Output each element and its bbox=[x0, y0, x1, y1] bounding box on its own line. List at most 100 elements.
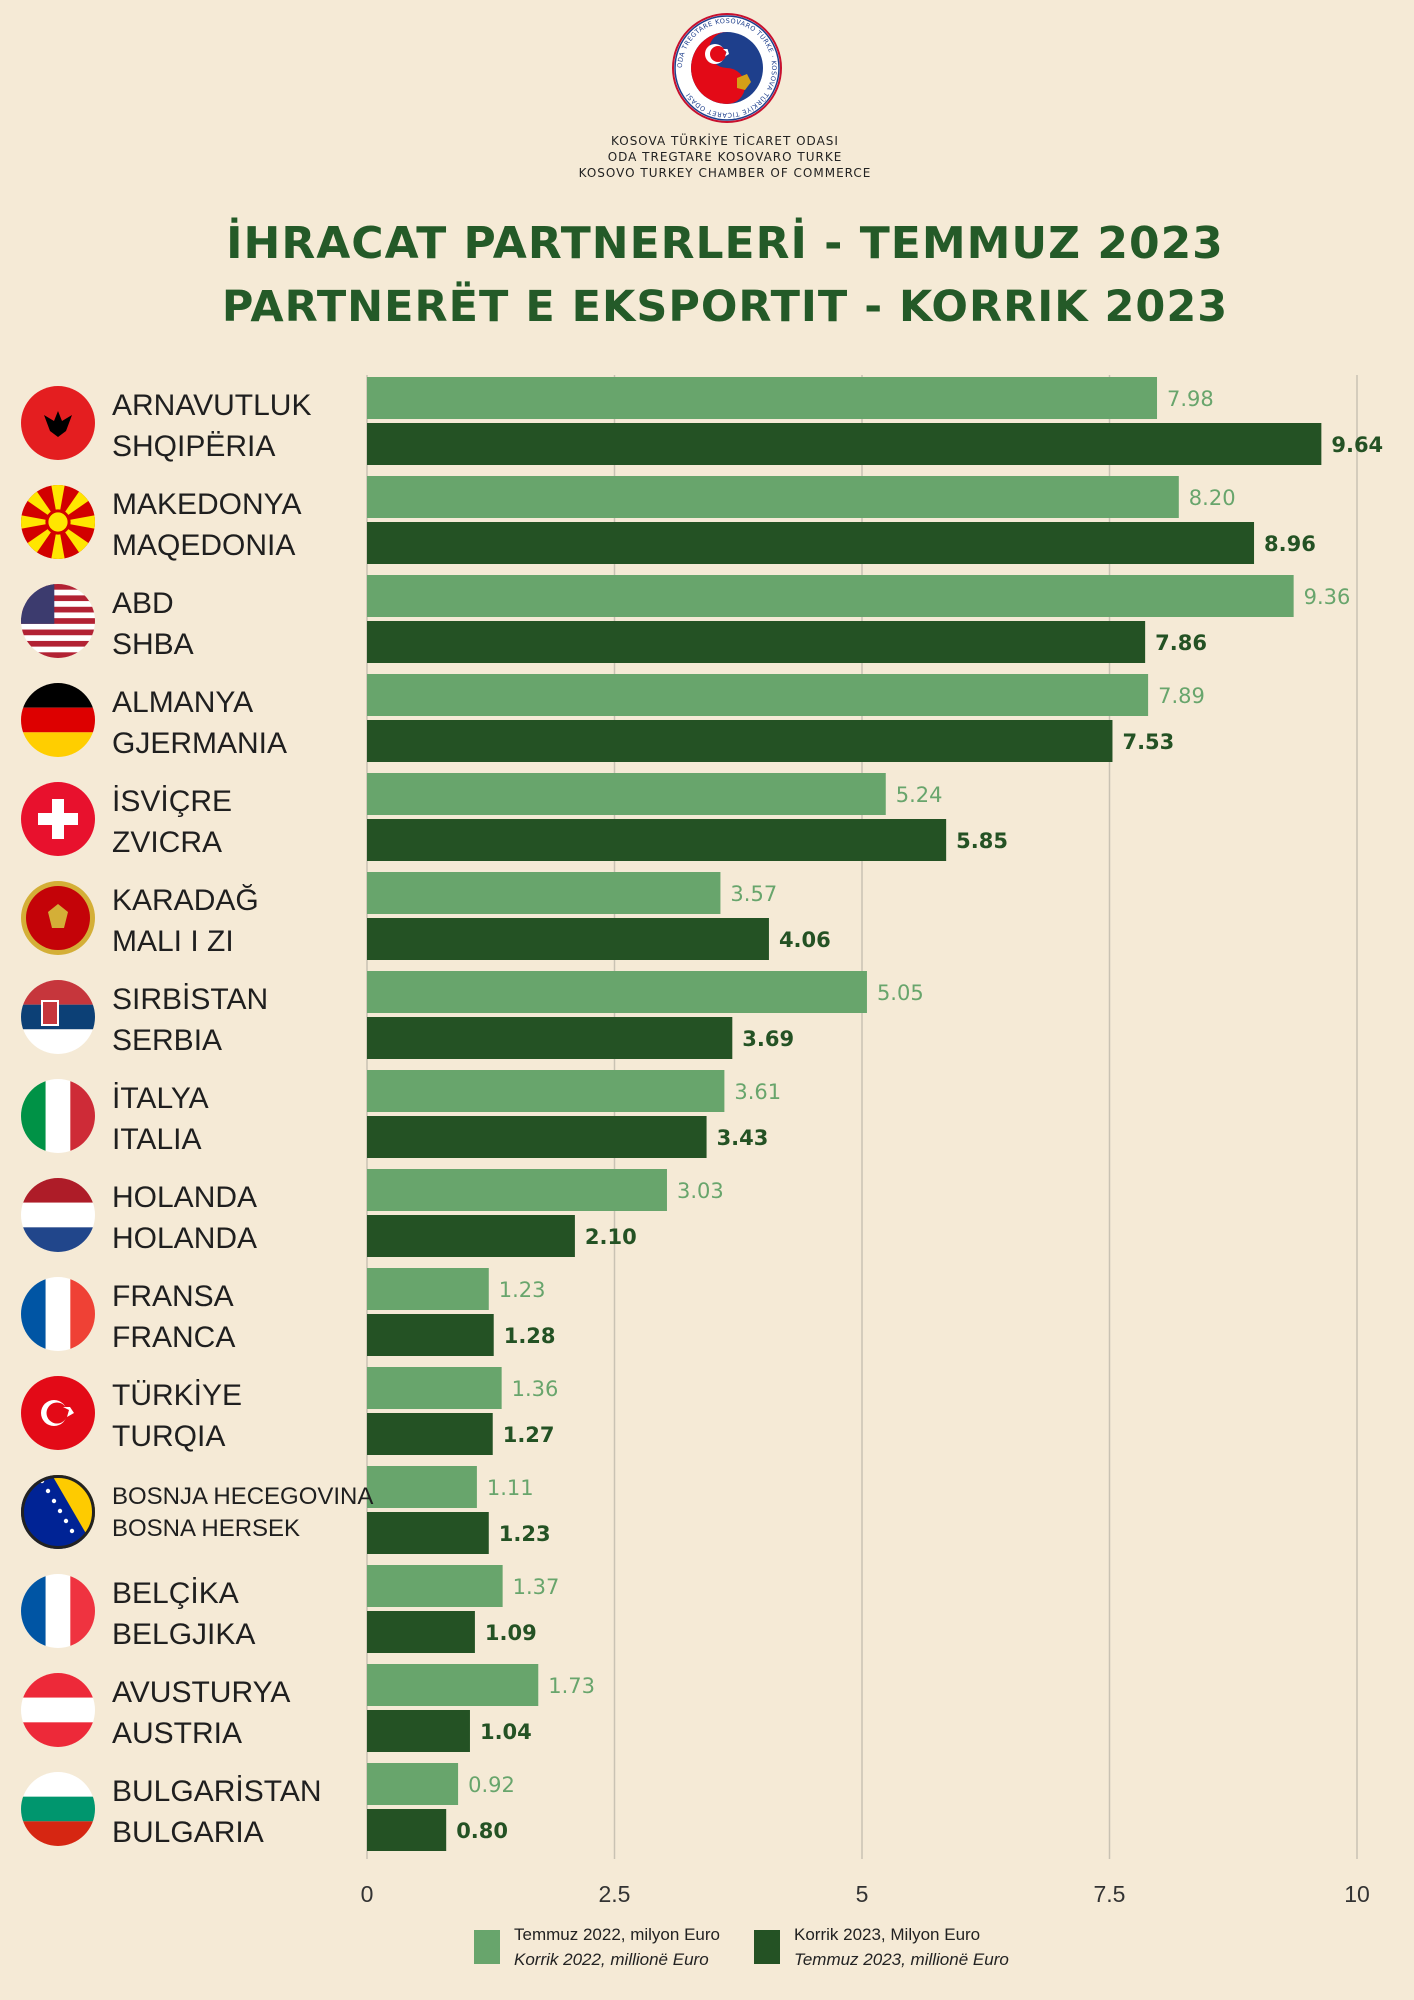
legend-swatch-2022 bbox=[474, 1930, 500, 1964]
data-label-2023: 8.96 bbox=[1264, 532, 1316, 556]
x-tick-label: 10 bbox=[1344, 1881, 1370, 1907]
bar-2023 bbox=[367, 720, 1113, 762]
bar-2022 bbox=[367, 1565, 503, 1607]
legend-swatch-2023 bbox=[754, 1930, 780, 1964]
bar-2023 bbox=[367, 1611, 475, 1653]
legend-item-2022: Temmuz 2022, milyon Euro Korrik 2022, mi… bbox=[474, 1920, 720, 1974]
country-name-sq: BOSNA HERSEK bbox=[112, 1515, 300, 1542]
bar-2023 bbox=[367, 621, 1146, 663]
country-name-tr: MAKEDONYA bbox=[112, 488, 301, 521]
org-name-en: KOSOVO TURKEY CHAMBER OF COMMERCE bbox=[578, 166, 872, 180]
country-name-tr: ALMANYA bbox=[112, 686, 253, 719]
bar-2023 bbox=[367, 522, 1255, 564]
bulgaria-flag-icon bbox=[21, 1772, 95, 1846]
data-label-2022: 3.57 bbox=[730, 882, 777, 906]
bar-2022 bbox=[367, 377, 1158, 419]
bar-2023 bbox=[367, 819, 947, 861]
country-name-tr: ABD bbox=[112, 587, 174, 620]
data-label-2022: 3.61 bbox=[734, 1080, 781, 1104]
belgium-flag-icon bbox=[21, 1574, 95, 1648]
country-labels: ARNAVUTLUK SHQIPËRIA MAKEDONYA MAQEDONIA ABD… bbox=[21, 386, 373, 1849]
data-label-2023: 5.85 bbox=[956, 829, 1008, 853]
legend-item-2023: Korrik 2023, Milyon Euro Temmuz 2023, mi… bbox=[754, 1920, 1009, 1974]
x-tick-label: 2.5 bbox=[599, 1881, 631, 1907]
bar-2022 bbox=[367, 1169, 667, 1211]
data-label-2023: 9.64 bbox=[1331, 433, 1383, 457]
data-label-2022: 0.92 bbox=[468, 1773, 515, 1797]
country-name-sq: AUSTRIA bbox=[112, 1717, 242, 1750]
country-name-tr: HOLANDA bbox=[112, 1181, 257, 1214]
albania-flag-icon bbox=[21, 386, 95, 460]
data-label-2023: 7.86 bbox=[1155, 631, 1207, 655]
bar-2022 bbox=[367, 1466, 477, 1508]
country-name-sq: ITALIA bbox=[112, 1123, 201, 1156]
germany-flag-icon bbox=[21, 683, 95, 757]
data-label-2022: 1.36 bbox=[512, 1377, 559, 1401]
data-label-2022: 7.98 bbox=[1167, 387, 1214, 411]
country-name-tr: İTALYA bbox=[112, 1082, 209, 1115]
switzerland-flag-icon bbox=[21, 782, 95, 856]
bar-2023 bbox=[367, 1809, 447, 1851]
bar-2022 bbox=[367, 872, 721, 914]
data-label-2022: 1.73 bbox=[548, 1674, 595, 1698]
country-name-sq: TURQIA bbox=[112, 1420, 225, 1453]
data-label-2022: 1.37 bbox=[513, 1575, 560, 1599]
north-macedonia-flag-icon bbox=[21, 485, 95, 559]
country-name-sq: FRANCA bbox=[112, 1321, 235, 1354]
legend-label-2022-alt: Korrik 2022, millionë Euro bbox=[514, 1950, 709, 1969]
country-name-tr: SIRBİSTAN bbox=[112, 983, 268, 1016]
netherlands-flag-icon bbox=[21, 1178, 95, 1252]
data-label-2022: 5.24 bbox=[896, 783, 943, 807]
country-name-tr: AVUSTURYA bbox=[112, 1676, 290, 1709]
country-name-sq: SHQIPËRIA bbox=[112, 430, 275, 463]
org-name-tr: KOSOVA TÜRKİYE TİCARET ODASI bbox=[611, 134, 839, 148]
data-label-2023: 3.43 bbox=[717, 1126, 769, 1150]
country-name-sq: HOLANDA bbox=[112, 1222, 257, 1255]
country-name-tr: İSVİÇRE bbox=[112, 785, 232, 818]
bar-2022 bbox=[367, 1664, 539, 1706]
country-name-sq: SERBIA bbox=[112, 1024, 222, 1057]
bar-2022 bbox=[367, 575, 1294, 617]
austria-flag-icon bbox=[21, 1673, 95, 1747]
bar-2022 bbox=[367, 476, 1179, 518]
data-label-2023: 1.27 bbox=[503, 1423, 555, 1447]
x-tick-label: 0 bbox=[361, 1881, 374, 1907]
bar-2022 bbox=[367, 1070, 725, 1112]
bar-2022 bbox=[367, 674, 1149, 716]
data-label-2023: 4.06 bbox=[779, 928, 831, 952]
country-name-tr: FRANSA bbox=[112, 1280, 234, 1313]
data-label-2023: 0.80 bbox=[456, 1819, 508, 1843]
italy-flag-icon bbox=[21, 1079, 95, 1153]
country-name-tr: BELÇİKA bbox=[112, 1577, 239, 1610]
montenegro-flag-icon bbox=[21, 881, 95, 955]
data-label-2023: 7.53 bbox=[1122, 730, 1174, 754]
serbia-flag-icon bbox=[21, 980, 95, 1054]
bosnia-flag-icon bbox=[21, 1475, 95, 1549]
chart-title-sq: PARTNERËT E EKSPORTIT - KORRIK 2023 bbox=[221, 282, 1229, 332]
legend-label-2023-alt: Temmuz 2023, millionë Euro bbox=[794, 1950, 1009, 1969]
legend-label-2023: Korrik 2023, Milyon Euro bbox=[794, 1925, 981, 1944]
country-name-tr: BULGARİSTAN bbox=[112, 1775, 322, 1808]
country-name-tr: KARADAĞ bbox=[112, 884, 259, 917]
turkey-flag-icon bbox=[21, 1376, 95, 1450]
country-name-sq: SHBA bbox=[112, 628, 194, 661]
bar-2023 bbox=[367, 918, 769, 960]
bar-2022 bbox=[367, 1367, 502, 1409]
data-label-2023: 1.04 bbox=[480, 1720, 532, 1744]
data-label-2023: 1.28 bbox=[504, 1324, 556, 1348]
chart-bars: 7.98 9.64 8.20 8.96 9.36 7.86 7.89 7.53 5.24 5.85… bbox=[367, 377, 1383, 1851]
country-name-sq: MALI I ZI bbox=[112, 925, 234, 958]
bar-2023 bbox=[367, 1413, 493, 1455]
country-name-sq: BULGARIA bbox=[112, 1816, 264, 1849]
org-name-sq: ODA TREGTARE KOSOVARO TURKE bbox=[607, 150, 843, 164]
chamber-logo: ODA TREGTARE KOSOVARO TURKE · KOSOVA TÜR… bbox=[672, 13, 782, 123]
country-name-tr: TÜRKİYE bbox=[112, 1379, 242, 1412]
data-label-2023: 2.10 bbox=[585, 1225, 637, 1249]
bar-2023 bbox=[367, 1215, 575, 1257]
bar-2022 bbox=[367, 773, 886, 815]
country-name-sq: GJERMANIA bbox=[112, 727, 287, 760]
bar-2022 bbox=[367, 971, 867, 1013]
country-name-sq: MAQEDONIA bbox=[112, 529, 295, 562]
bar-2022 bbox=[367, 1268, 489, 1310]
x-tick-label: 7.5 bbox=[1094, 1881, 1126, 1907]
